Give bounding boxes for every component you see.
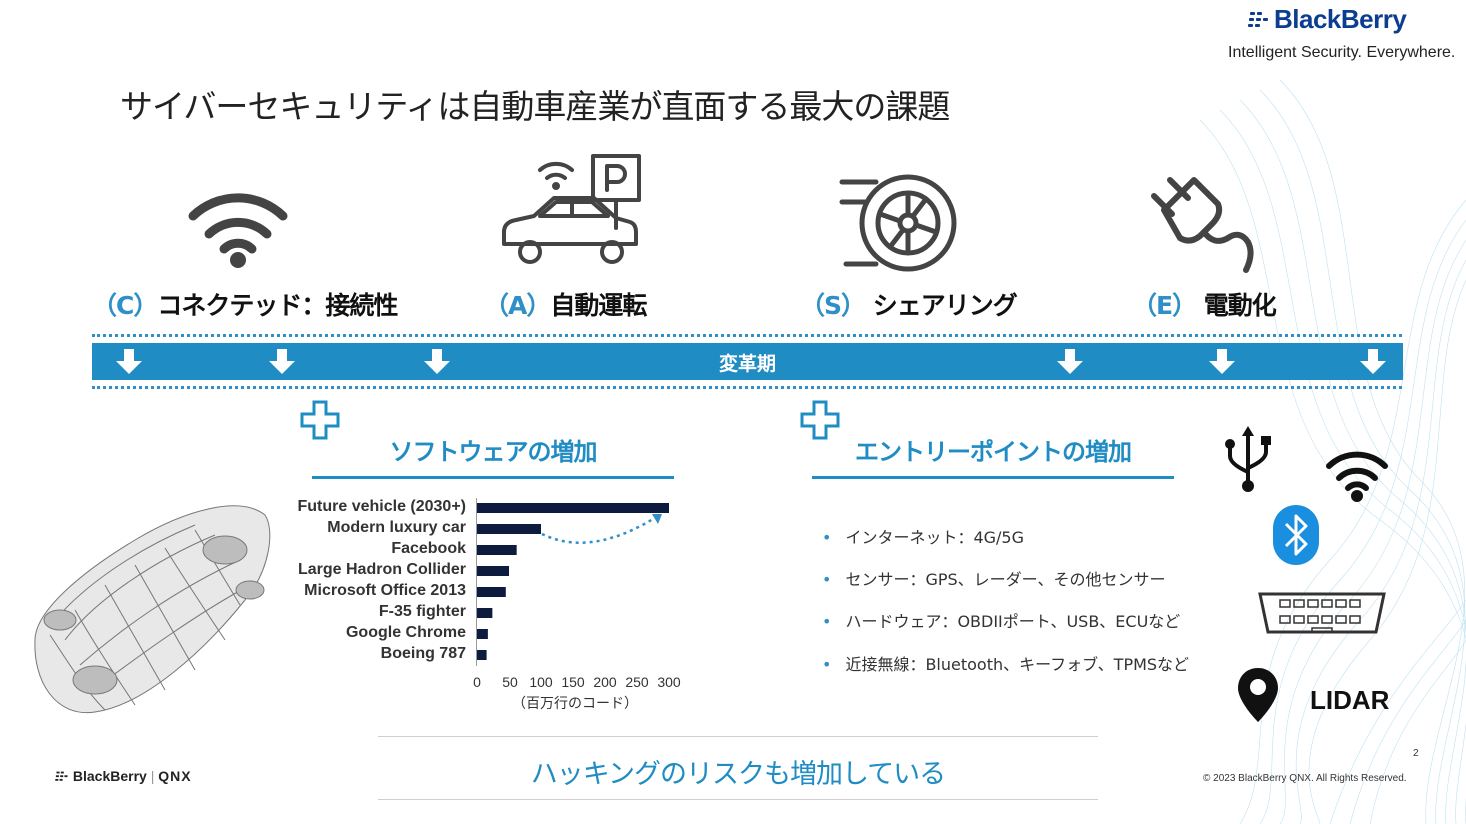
footer-logo-qnx: QNX (158, 768, 192, 784)
wifi-icon (1326, 451, 1388, 502)
entry-points-section-title: エントリーポイントの増加 (855, 438, 1132, 466)
risk-divider-top (378, 736, 1098, 737)
bar-label: Large Hadron Collider (297, 561, 466, 578)
bar-label: Microsoft Office 2013 (304, 582, 466, 599)
bar (477, 545, 517, 555)
category-letter: （E） (1132, 291, 1197, 320)
risk-statement: ハッキングのリスクも増加している (530, 759, 946, 790)
x-tick-label: 100 (529, 674, 553, 690)
plus-icon (300, 400, 340, 440)
down-arrow-icon (116, 349, 142, 374)
entry-points-title-underline (812, 476, 1174, 479)
usb-icon (1225, 426, 1271, 492)
category-connected: （C）コネクテッド：接続性 (92, 286, 398, 322)
category-letter: （S） (800, 291, 866, 320)
category-letter: （A） (484, 291, 551, 320)
dotted-divider-top (92, 334, 1402, 337)
x-axis-label: （百万行のコード） (512, 695, 638, 711)
down-arrow-icon (1360, 349, 1386, 374)
decorative-wave-background (1199, 79, 1466, 824)
bullet-item: • 近接無線：Bluetooth、キーフォブ、TPMSなど (822, 651, 1189, 675)
category-sharing: （S） シェアリング (800, 286, 1018, 322)
bar (477, 629, 488, 639)
footer-logo: BlackBerry | QNX (55, 768, 192, 784)
copyright: © 2023 BlackBerry QNX. All Rights Reserv… (1203, 773, 1407, 784)
bullet-text: ハードウェア：OBDIIポート、USB、ECUなど (845, 612, 1181, 631)
bullet-text: 近接無線：Bluetooth、キーフォブ、TPMSなど (845, 655, 1190, 674)
x-tick-label: 200 (593, 674, 617, 690)
page-number: 2 (1413, 748, 1419, 759)
blackberry-dots-icon (1248, 12, 1268, 27)
software-title-underline (312, 476, 674, 479)
transformation-band: 変革期 (92, 343, 1403, 380)
bar-label: Google Chrome (345, 624, 466, 641)
bar-label: Boeing 787 (380, 645, 466, 662)
category-letter: （C） (92, 291, 158, 320)
bluetooth-icon (1273, 505, 1319, 565)
bar (477, 587, 506, 597)
slide-title: サイバーセキュリティは自動車産業が直面する最大の課題 (120, 87, 950, 126)
bar (477, 524, 541, 534)
brand-tagline: Intelligent Security. Everywhere. (1228, 44, 1456, 61)
category-label: シェアリング (872, 291, 1018, 320)
bar-label: Modern luxury car (327, 519, 466, 536)
bar-plot-area (476, 498, 669, 666)
down-arrow-icon (1209, 349, 1235, 374)
band-label: 変革期 (718, 353, 776, 375)
growth-arrow (541, 514, 659, 544)
blackberry-dots-icon (55, 771, 68, 781)
bar (477, 650, 487, 660)
bar-label: F-35 fighter (378, 603, 466, 620)
category-autonomous: （A）自動運転 (484, 286, 647, 322)
bullet-dot: • (822, 612, 832, 631)
bullet-item: • センサー：GPS、レーダー、その他センサー (822, 566, 1165, 590)
down-arrow-icon (424, 349, 450, 374)
x-tick-label: 150 (561, 674, 585, 690)
blackberry-logo: BlackBerry (1248, 4, 1407, 35)
x-tick-label: 250 (625, 674, 649, 690)
lidar-label: LIDAR (1310, 685, 1390, 715)
wifi-icon (188, 193, 288, 268)
footer-logo-separator: | (150, 768, 155, 784)
bullet-item: • インターネット：4G/5G (822, 524, 1024, 548)
x-tick-label: 50 (502, 674, 518, 690)
down-arrow-icon (1057, 349, 1083, 374)
risk-divider-bottom (378, 799, 1098, 800)
blackberry-logo-text: BlackBerry (1274, 4, 1407, 34)
category-label: 自動運転 (550, 291, 647, 320)
software-section-title: ソフトウェアの増加 (389, 438, 598, 466)
bullet-dot: • (822, 528, 832, 547)
growth-arrow-head (652, 514, 662, 524)
category-label: 電動化 (1203, 291, 1277, 320)
bullet-dot: • (822, 655, 832, 674)
autonomous-parking-car-icon (502, 154, 641, 264)
bar (477, 608, 493, 618)
footer-logo-blackberry: BlackBerry (72, 768, 147, 784)
category-label: コネクテッド：接続性 (157, 291, 398, 320)
bullet-dot: • (822, 570, 832, 589)
plus-icon (800, 400, 840, 440)
bar (477, 503, 669, 513)
x-tick-label: 300 (657, 674, 681, 690)
bullet-text: インターネット：4G/5G (845, 528, 1024, 547)
dotted-divider-bottom (92, 386, 1402, 389)
obd-port-icon (1258, 592, 1386, 634)
bullet-item: • ハードウェア：OBDIIポート、USB、ECUなど (822, 608, 1180, 632)
electric-plug-icon (1151, 177, 1254, 273)
bar (477, 566, 509, 576)
wheel-icon (839, 174, 957, 272)
car-wireframe-image (34, 505, 271, 714)
category-electric: （E） 電動化 (1132, 286, 1277, 322)
bullet-text: センサー：GPS、レーダー、その他センサー (845, 570, 1166, 589)
bar-label: Facebook (391, 540, 466, 557)
bar-label: Future vehicle (2030+) (297, 498, 466, 515)
down-arrow-icon (269, 349, 295, 374)
x-tick-label: 0 (473, 674, 481, 690)
location-pin-icon (1238, 668, 1278, 722)
